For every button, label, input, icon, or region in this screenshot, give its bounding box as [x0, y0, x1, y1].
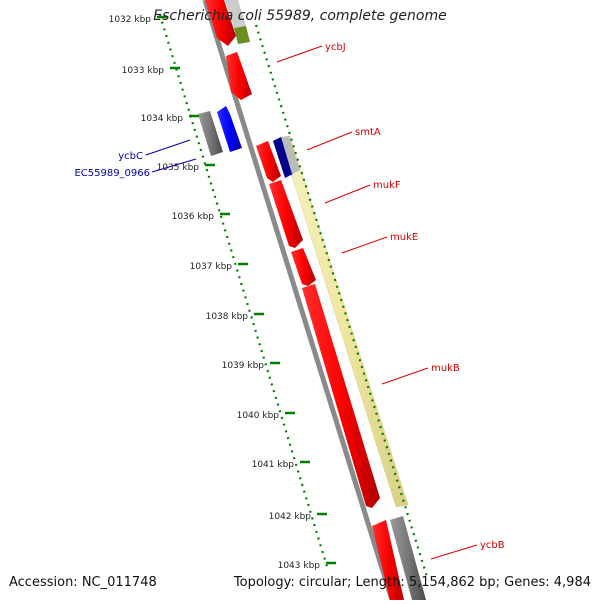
gene-label-EC55989_0966[interactable]: EC55989_0966: [74, 168, 150, 179]
kbp-tick-label: 1041 kbp: [252, 460, 295, 470]
gene-label-ycbJ[interactable]: ycbJ: [325, 42, 346, 53]
gene-block-smtA: [256, 141, 281, 182]
gene-block-ycbB-gray: [390, 516, 426, 600]
gene-block-ycbJ: [226, 52, 252, 100]
gene-leader-line: [324, 184, 371, 204]
kbp-tick-label: 1043 kbp: [278, 561, 321, 571]
gene-block-mukF: [269, 180, 303, 248]
gene-label-smtA[interactable]: smtA: [355, 127, 381, 138]
gene-leader-line: [276, 45, 323, 63]
gene-label-ycbB[interactable]: ycbB: [480, 540, 505, 551]
gene-leader-line: [145, 139, 191, 156]
map-title: Escherichia coli 55989, complete genome: [153, 8, 447, 24]
kbp-tick-label: 1033 kbp: [122, 66, 165, 76]
gene-leader-line: [341, 236, 388, 254]
gene-block-mukB: [302, 284, 380, 508]
tick-tracks: [158, 14, 430, 581]
gene-block-smtA-blue: [273, 137, 293, 178]
kbp-tick-label: 1037 kbp: [190, 262, 233, 272]
gene-block-ycbC: [198, 111, 223, 156]
gene-block-top-gray: [225, 0, 246, 28]
accession-text: Accession: NC_011748: [9, 575, 157, 590]
kbp-tick-label: 1038 kbp: [206, 312, 249, 322]
gene-blocks: [198, 0, 426, 600]
gene-block-EC55989_0966: [217, 106, 242, 152]
tick-track-left: [158, 14, 330, 571]
gene-leader-line: [151, 158, 197, 173]
kbp-tick-label: 1042 kbp: [269, 512, 312, 522]
gene-block-ycbB-red: [372, 520, 404, 600]
gene-block-top-red: [205, 0, 236, 46]
gene-label-mukE[interactable]: mukE: [390, 232, 418, 243]
kbp-tick-label: 1036 kbp: [172, 212, 215, 222]
kbp-tick-label: 1035 kbp: [157, 163, 200, 173]
gene-leader-line: [430, 544, 478, 560]
gene-label-ycbC[interactable]: ycbC: [118, 151, 143, 162]
kbp-tick-label: 1032 kbp: [109, 15, 152, 25]
gene-block-olive: [234, 26, 250, 44]
kbp-ticks: 1032 kbp 1033 kbp 1034 kbp 1035 kbp 1036 kbp…: [109, 15, 336, 571]
gene-label-mukF[interactable]: mukF: [373, 180, 401, 191]
gene-leader-line: [306, 131, 353, 151]
gene-block-mukE: [291, 248, 316, 286]
kbp-tick-label: 1039 kbp: [222, 361, 265, 371]
kbp-tick-label: 1040 kbp: [237, 411, 280, 421]
gene-label-leaders: ycbJ smtA mukF mukE mukB ycbB ycbC EC55989_0966: [74, 42, 505, 560]
genome-summary-text: Topology: circular; Length: 5,154,862 bp…: [233, 575, 591, 590]
gene-leader-line: [381, 367, 429, 385]
gene-label-mukB[interactable]: mukB: [431, 363, 460, 374]
kbp-tick-label: 1034 kbp: [141, 114, 184, 124]
genome-backbone: [202, 0, 395, 601]
tick-track-right: [254, 24, 430, 581]
gene-block-smtA-gray: [281, 136, 300, 174]
